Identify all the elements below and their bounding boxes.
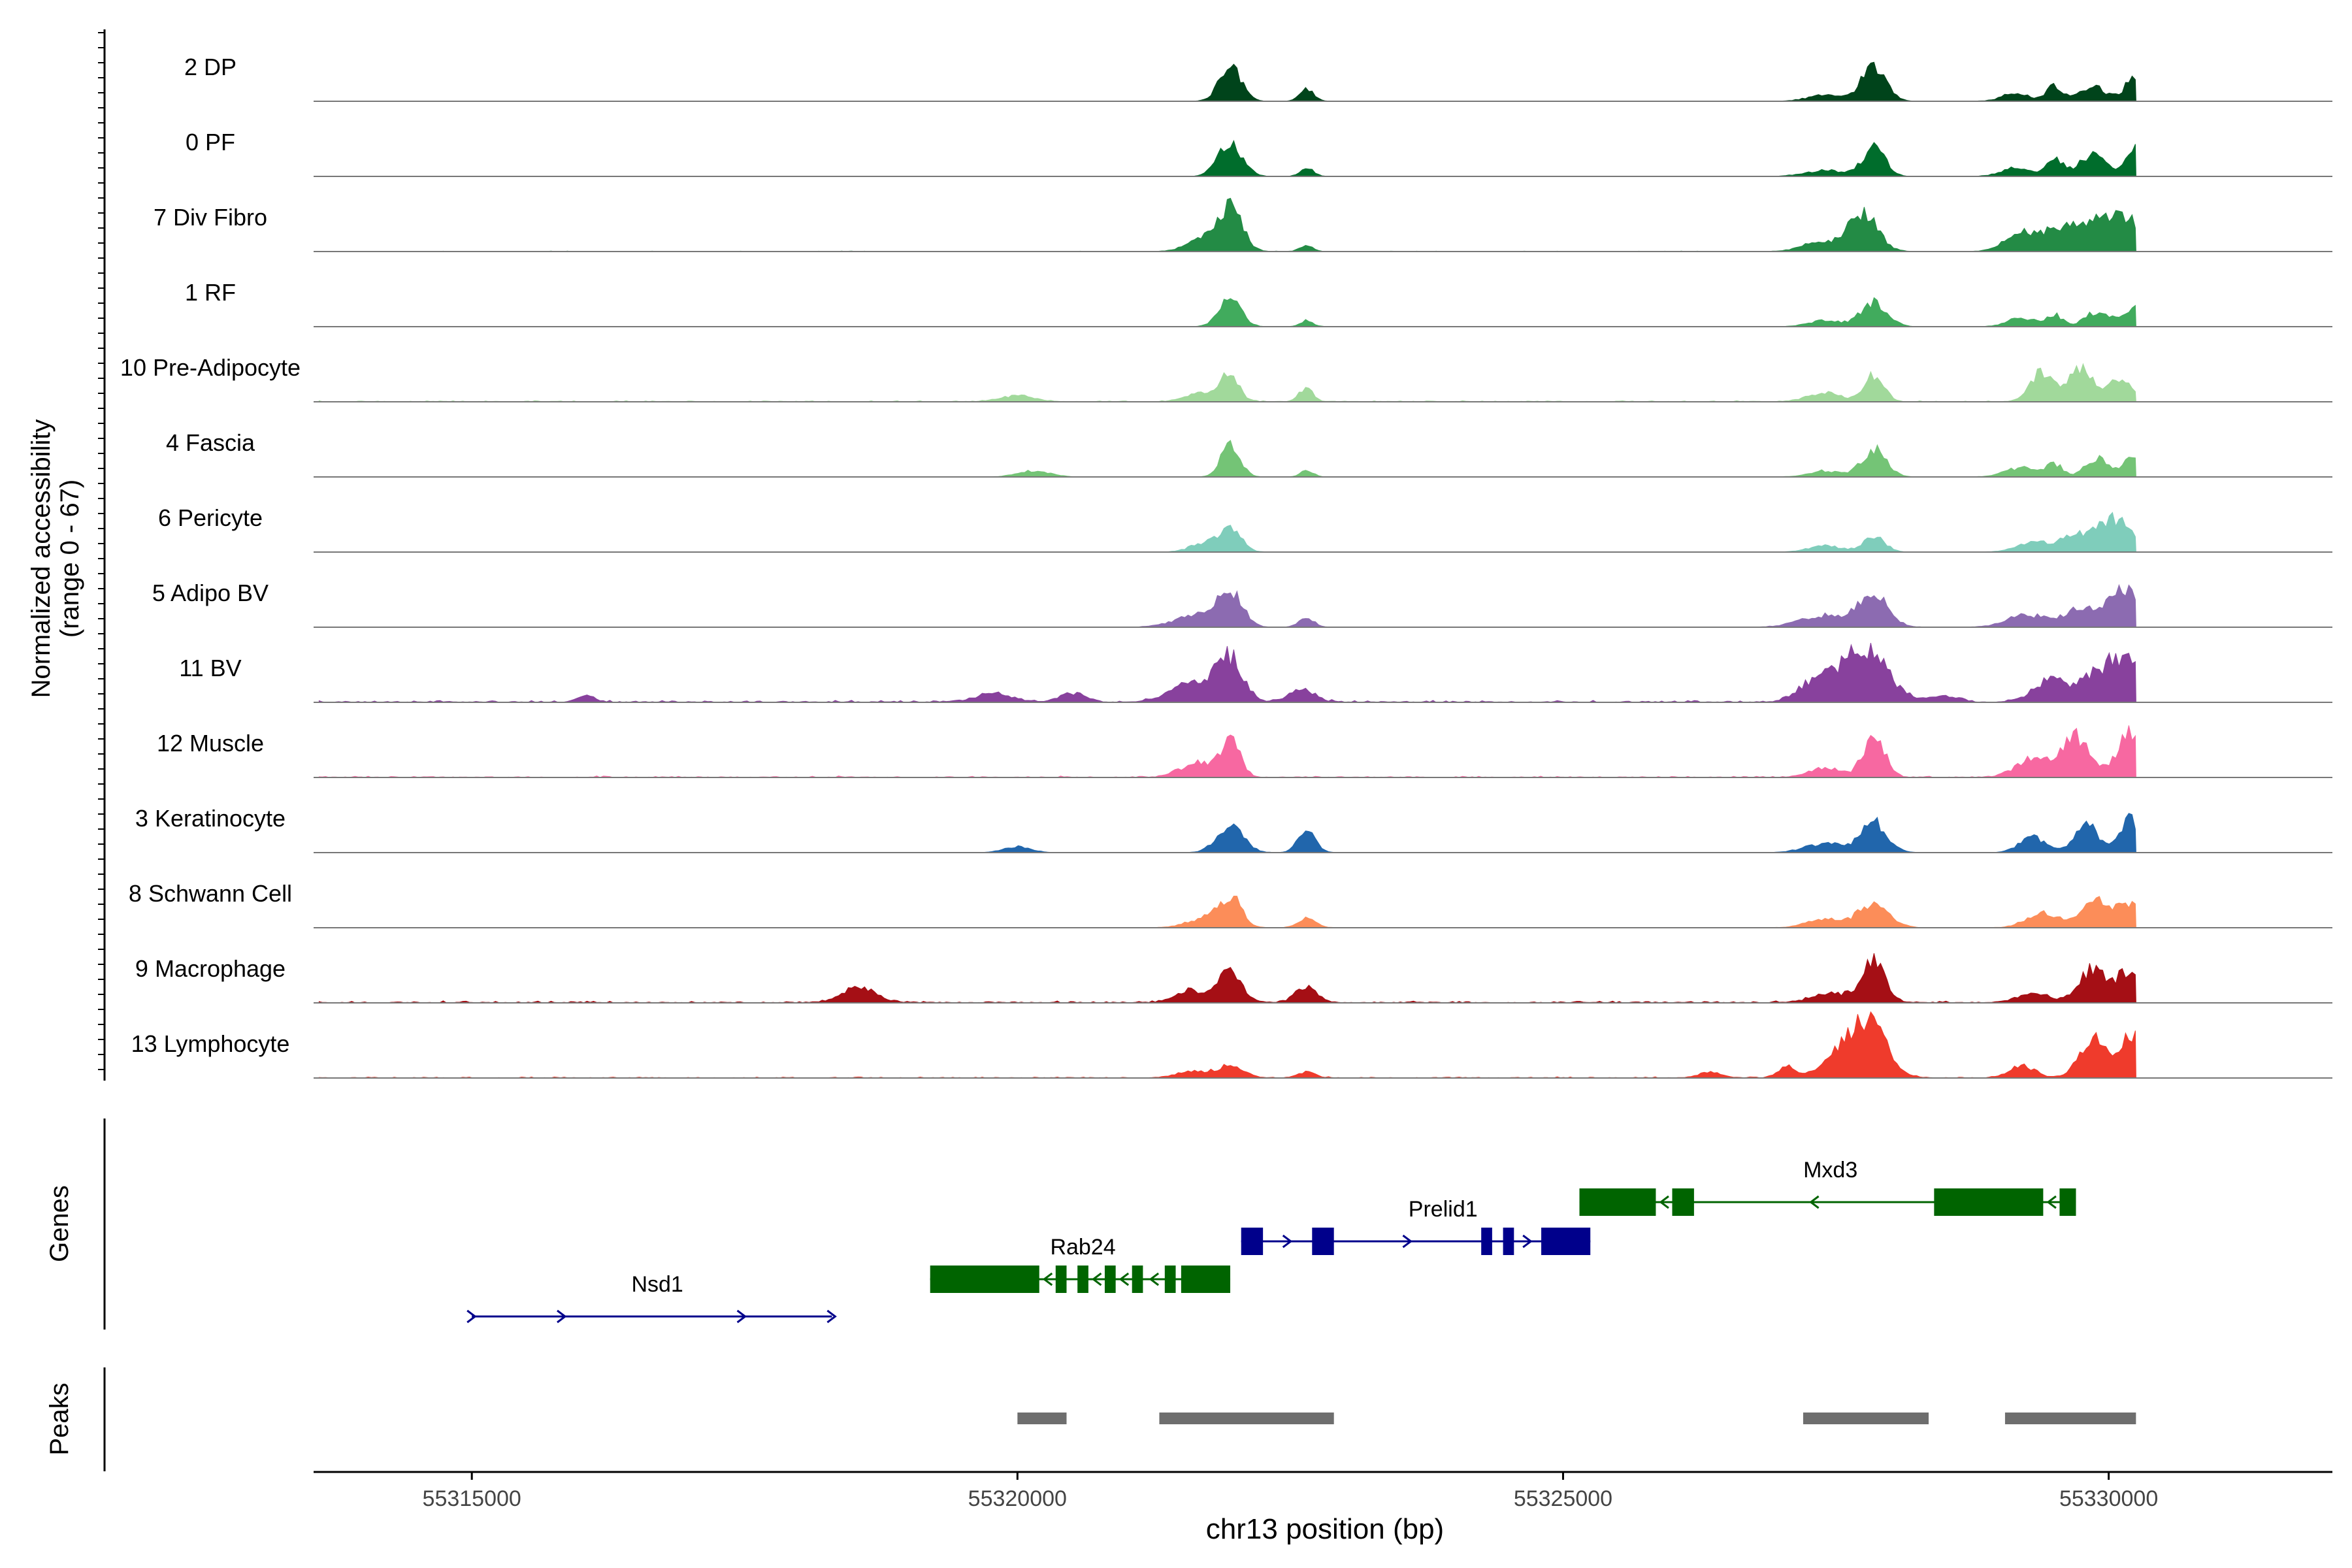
- x-axis-tick-label: 55325000: [1514, 1486, 1612, 1511]
- gene-exon: [1132, 1266, 1143, 1293]
- gene-exon: [1503, 1228, 1514, 1255]
- strand-arrow: [466, 1309, 477, 1324]
- strand-arrow: [1091, 1272, 1102, 1286]
- strand-arrow: [1522, 1234, 1533, 1249]
- gene-exon: [1104, 1266, 1116, 1293]
- gene-exon: [1077, 1266, 1088, 1293]
- peak-bar: [2004, 1413, 2136, 1424]
- peaks-panel-label: Peaks: [45, 1382, 74, 1455]
- track-label: 0 PF: [186, 129, 235, 155]
- coverage-track: 7 Div Fibro: [154, 197, 2332, 252]
- track-label: 4 Fascia: [166, 429, 255, 456]
- gene-exon: [1312, 1228, 1334, 1255]
- coverage-y-axis: [98, 29, 106, 1081]
- peak-bar: [1159, 1413, 1334, 1424]
- gene-exon: [1934, 1188, 2044, 1216]
- track-label: 8 Schwann Cell: [129, 880, 292, 907]
- coverage-track: 12 Muscle: [157, 725, 2332, 778]
- gene-exon: [930, 1266, 1039, 1293]
- track-label: 11 BV: [179, 655, 241, 681]
- coverage-track: 1 RF: [185, 279, 2332, 327]
- coverage-track: 2 DP: [184, 54, 2332, 102]
- coverage-tracks: 2 DP 0 PF 7 Div Fibro 1 RF 10 Pre-Adipocyte 4…: [120, 54, 2332, 1079]
- y-axis-label-line1: Normalized accessibility: [27, 419, 56, 698]
- gene-exon: [1541, 1228, 1591, 1255]
- track-label: 13 Lymphocyte: [131, 1030, 290, 1057]
- x-axis-ticks: 55315000 55320000 55325000 55330000: [423, 1472, 2158, 1511]
- track-label: 1 RF: [185, 279, 236, 306]
- x-axis-tick-label: 55330000: [2059, 1486, 2158, 1511]
- gene-exon: [1181, 1266, 1231, 1293]
- track-label: 7 Div Fibro: [154, 204, 267, 231]
- gene-exon: [2059, 1188, 2076, 1216]
- gene-model: Rab24: [930, 1235, 1231, 1293]
- gene-exon: [1579, 1188, 1656, 1216]
- gene-exon: [1241, 1228, 1264, 1255]
- peak-bar: [1017, 1413, 1067, 1424]
- gene-model: Prelid1: [1241, 1197, 1591, 1255]
- gene-exon: [1481, 1228, 1492, 1255]
- coverage-track: 6 Pericyte: [158, 504, 2332, 553]
- track-label: 5 Adipo BV: [152, 580, 269, 606]
- track-label: 10 Pre-Adipocyte: [120, 354, 301, 381]
- track-label: 6 Pericyte: [158, 504, 263, 531]
- gene-label: Nsd1: [631, 1272, 683, 1297]
- gene-model: Mxd3: [1579, 1158, 2076, 1216]
- y-axis-label-line2: (range 0 - 67): [56, 480, 84, 638]
- gene-label: Mxd3: [1803, 1158, 1857, 1183]
- gene-exon: [1164, 1266, 1176, 1293]
- strand-arrow: [1042, 1272, 1053, 1286]
- gene-label: Prelid1: [1409, 1197, 1478, 1222]
- x-axis-title: chr13 position (bp): [1206, 1513, 1444, 1545]
- gene-exon: [1055, 1266, 1067, 1293]
- gene-track: Nsd1 Rab24 Prelid1 Mxd3: [466, 1158, 2076, 1324]
- coverage-track: 5 Adipo BV: [152, 580, 2332, 628]
- coverage-track: 3 Keratinocyte: [135, 805, 2332, 853]
- x-axis-tick-label: 55315000: [423, 1486, 521, 1511]
- strand-arrow: [826, 1309, 837, 1324]
- track-label: 2 DP: [184, 54, 237, 80]
- gene-label: Rab24: [1050, 1235, 1115, 1260]
- track-label: 12 Muscle: [157, 730, 264, 757]
- gene-exon: [1672, 1188, 1694, 1216]
- genes-panel-label: Genes: [45, 1185, 74, 1262]
- track-label: 3 Keratinocyte: [135, 805, 286, 832]
- strand-arrow: [1149, 1272, 1160, 1286]
- strand-arrow: [1809, 1195, 1820, 1209]
- coverage-track: 10 Pre-Adipocyte: [120, 354, 2332, 402]
- strand-arrow: [1402, 1234, 1413, 1249]
- strand-arrow: [1119, 1272, 1130, 1286]
- peak-bar: [1803, 1413, 1929, 1424]
- coverage-track: 9 Macrophage: [135, 953, 2332, 1004]
- strand-arrow: [2046, 1195, 2057, 1209]
- strand-arrow: [1282, 1234, 1293, 1249]
- coverage-track: 13 Lymphocyte: [131, 1011, 2332, 1079]
- coverage-track: 8 Schwann Cell: [129, 880, 2332, 928]
- strand-arrow: [557, 1309, 567, 1324]
- track-label: 9 Macrophage: [135, 955, 286, 982]
- coverage-track: 4 Fascia: [166, 429, 2332, 478]
- x-axis-tick-label: 55320000: [968, 1486, 1067, 1511]
- strand-arrow: [1659, 1195, 1669, 1209]
- coverage-track: 11 BV: [179, 642, 2332, 703]
- strand-arrow: [736, 1309, 747, 1324]
- gene-model: Nsd1: [466, 1272, 837, 1324]
- coverage-track: 0 PF: [186, 129, 2332, 177]
- peak-track: [1017, 1413, 2136, 1424]
- coverage-area: [318, 642, 2136, 703]
